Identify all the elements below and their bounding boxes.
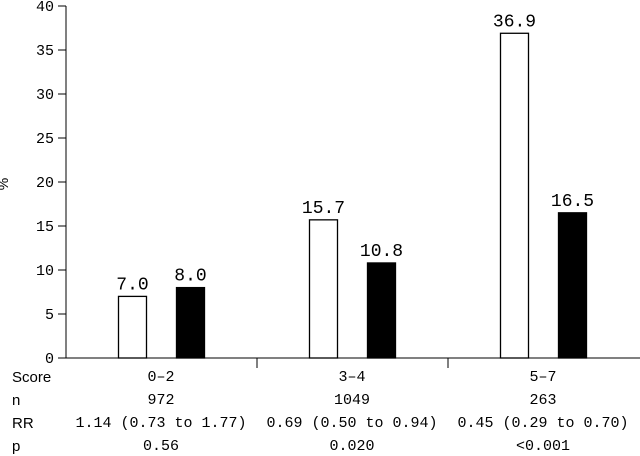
bar — [557, 212, 588, 359]
score-cell: 5–7 — [529, 369, 557, 386]
p-cell: 0.020 — [329, 438, 375, 455]
rr-cell: 1.14 (0.73 to 1.77) — [75, 415, 247, 432]
row-label-n: n — [12, 392, 21, 409]
y-tick-label: 15 — [36, 219, 54, 236]
value-labels: 7.0 15.7 36.9 8.0 10.8 16.5 — [116, 12, 594, 295]
y-tick-label: 40 — [36, 0, 54, 16]
bar-value-label: 15.7 — [302, 199, 345, 219]
bar — [308, 219, 339, 359]
bars — [117, 32, 588, 359]
row-label-rr: RR — [12, 415, 34, 432]
bar — [366, 262, 397, 359]
bar-value-label: 36.9 — [493, 12, 536, 32]
rr-cell: 0.45 (0.29 to 0.70) — [457, 415, 629, 432]
score-cell: 3–4 — [338, 369, 366, 386]
score-cell: 0–2 — [147, 369, 175, 386]
bar-value-label: 10.8 — [360, 242, 403, 262]
bar-value-label: 7.0 — [116, 275, 148, 295]
y-tick-label: 0 — [45, 351, 54, 368]
y-axis-label: % — [0, 178, 11, 190]
p-cell: <0.001 — [515, 438, 571, 455]
bar — [175, 286, 206, 359]
bar — [499, 32, 530, 359]
n-cell: 1049 — [333, 392, 371, 409]
bar — [117, 295, 148, 359]
y-tick-label: 35 — [36, 43, 54, 60]
p-cell: 0.56 — [142, 438, 180, 455]
bar-value-label: 8.0 — [174, 267, 206, 287]
y-tick-label: 25 — [36, 131, 54, 148]
row-label-p: p — [12, 438, 21, 455]
bar-value-label: 16.5 — [551, 192, 594, 212]
y-tick-label: 30 — [36, 87, 54, 104]
y-tick-label: 20 — [36, 175, 54, 192]
n-cell: 263 — [529, 392, 557, 409]
y-tick-label: 10 — [36, 263, 54, 280]
rr-cell: 0.69 (0.50 to 0.94) — [266, 415, 438, 432]
row-label-score: Score — [12, 369, 52, 386]
n-cell: 972 — [147, 392, 175, 409]
y-tick-label: 5 — [45, 307, 54, 324]
axes: 0 5 10 15 20 25 30 35 40 — [36, 0, 640, 368]
